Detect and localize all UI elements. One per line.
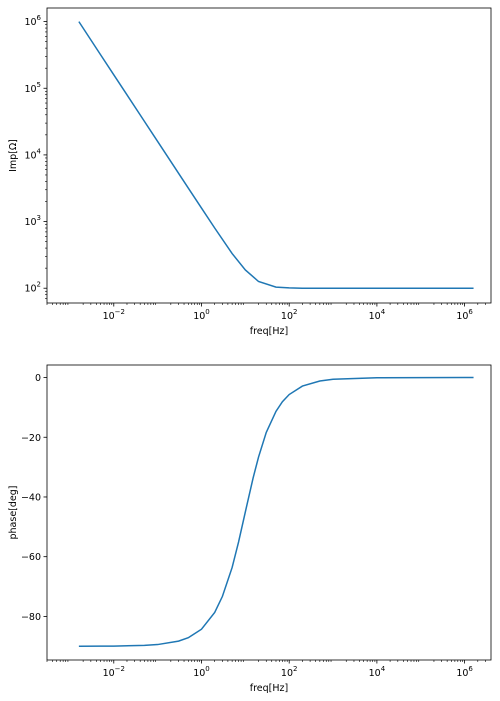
y-tick-label: −40 bbox=[21, 492, 41, 503]
x-axis-label: freq[Hz] bbox=[250, 326, 288, 337]
x-axis-label: freq[Hz] bbox=[250, 683, 288, 694]
x-tick-label: 10−2 bbox=[103, 308, 125, 322]
y-tick-label: −80 bbox=[21, 612, 41, 623]
y-tick-label: 102 bbox=[24, 281, 41, 295]
data-line-1 bbox=[78, 21, 474, 289]
x-tick-label: 106 bbox=[456, 665, 473, 679]
x-tick-label: 106 bbox=[456, 308, 473, 322]
y-axis-label: phase[deg] bbox=[8, 486, 19, 540]
plot-frame bbox=[46, 364, 492, 661]
x-tick-label: 10−2 bbox=[103, 665, 125, 679]
y-tick-label: 106 bbox=[24, 14, 41, 28]
chart-panel-2: 10−2 100 102 104 106 0 −20 −40 −60 −80 freq[Hz] pha… bbox=[8, 364, 492, 694]
y-tick-label: −20 bbox=[21, 433, 41, 444]
plot-frame bbox=[46, 7, 492, 304]
x-tick-label: 102 bbox=[281, 308, 298, 322]
y-tick-label: 103 bbox=[24, 214, 41, 228]
chart-panel-1: 10−2 100 102 104 106 102 103 104 105 106 freq[Hz] I… bbox=[8, 7, 492, 337]
data-line-1 bbox=[78, 376, 474, 647]
y-axis-label: Imp[Ω] bbox=[8, 139, 19, 172]
y-tick-label: 104 bbox=[24, 147, 41, 161]
y-tick-label: 0 bbox=[35, 373, 41, 384]
x-tick-label: 104 bbox=[369, 665, 386, 679]
x-tick-label: 100 bbox=[193, 308, 210, 322]
x-tick-label: 100 bbox=[193, 665, 210, 679]
x-tick-label: 104 bbox=[369, 308, 386, 322]
y-tick-label: 105 bbox=[24, 81, 41, 95]
y-tick-label: −60 bbox=[21, 552, 41, 563]
x-tick-label: 102 bbox=[281, 665, 298, 679]
